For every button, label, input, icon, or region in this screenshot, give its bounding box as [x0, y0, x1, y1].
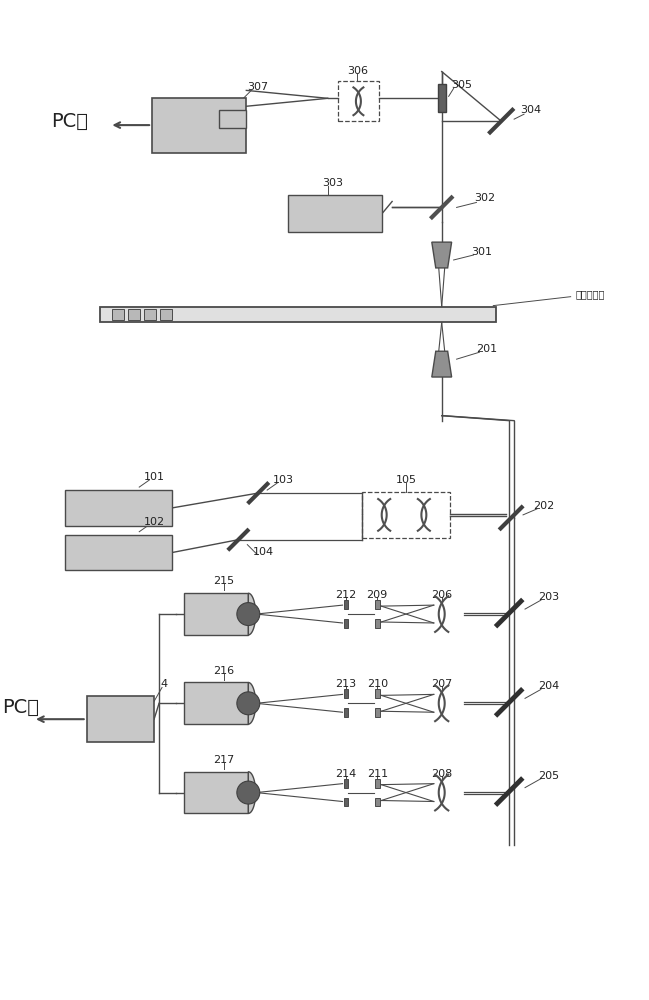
Bar: [375, 600, 380, 609]
Text: 103: 103: [273, 475, 293, 485]
Text: 105: 105: [395, 475, 417, 485]
Bar: [99, 307, 496, 322]
Text: 217: 217: [213, 755, 234, 765]
Bar: [343, 619, 349, 628]
Polygon shape: [249, 593, 256, 635]
Text: 204: 204: [538, 681, 559, 691]
Text: 302: 302: [474, 193, 495, 203]
Text: 304: 304: [520, 105, 541, 115]
Text: 301: 301: [471, 247, 492, 257]
Text: 206: 206: [431, 590, 452, 600]
Bar: [343, 708, 349, 717]
Polygon shape: [432, 242, 452, 268]
Text: 307: 307: [248, 82, 269, 92]
Bar: [129, 309, 140, 320]
Text: 101: 101: [143, 472, 165, 482]
Bar: [152, 98, 247, 153]
Text: 205: 205: [538, 771, 559, 781]
Text: 211: 211: [367, 769, 388, 779]
Circle shape: [237, 781, 260, 804]
Text: 202: 202: [533, 501, 554, 511]
Circle shape: [237, 603, 260, 626]
Text: 201: 201: [476, 344, 497, 354]
Bar: [343, 798, 349, 806]
Bar: [375, 779, 380, 788]
Text: 4: 4: [160, 679, 167, 689]
Bar: [219, 110, 247, 128]
Text: 212: 212: [335, 590, 356, 600]
Text: 207: 207: [431, 679, 452, 689]
Bar: [437, 84, 446, 112]
Bar: [375, 798, 380, 806]
Bar: [343, 689, 349, 698]
Text: PC机: PC机: [2, 698, 39, 717]
Text: 214: 214: [335, 769, 356, 779]
Text: 104: 104: [252, 547, 274, 557]
Bar: [375, 708, 380, 717]
Bar: [343, 600, 349, 609]
Bar: [375, 619, 380, 628]
Text: 102: 102: [143, 517, 165, 527]
Polygon shape: [249, 682, 256, 724]
Bar: [184, 682, 249, 724]
Bar: [65, 535, 172, 570]
Bar: [343, 779, 349, 788]
Text: 213: 213: [335, 679, 356, 689]
Bar: [337, 81, 379, 121]
Bar: [160, 309, 172, 320]
Bar: [184, 772, 249, 813]
Text: PC机: PC机: [51, 112, 88, 131]
Bar: [87, 696, 154, 742]
Bar: [362, 492, 450, 538]
Bar: [375, 689, 380, 698]
Bar: [65, 490, 172, 526]
Polygon shape: [249, 772, 256, 813]
Text: 209: 209: [367, 590, 388, 600]
Bar: [144, 309, 156, 320]
Text: 306: 306: [347, 66, 368, 76]
Text: 210: 210: [367, 679, 388, 689]
Text: 微流控芯片: 微流控芯片: [576, 289, 605, 299]
Text: 305: 305: [451, 80, 472, 90]
Bar: [184, 593, 249, 635]
Text: 208: 208: [431, 769, 452, 779]
Text: 215: 215: [213, 576, 234, 586]
Bar: [288, 195, 382, 232]
Circle shape: [237, 692, 260, 715]
Text: 216: 216: [213, 666, 234, 676]
Text: 303: 303: [322, 178, 343, 188]
Polygon shape: [432, 351, 452, 377]
Text: 203: 203: [538, 592, 559, 602]
Bar: [112, 309, 125, 320]
